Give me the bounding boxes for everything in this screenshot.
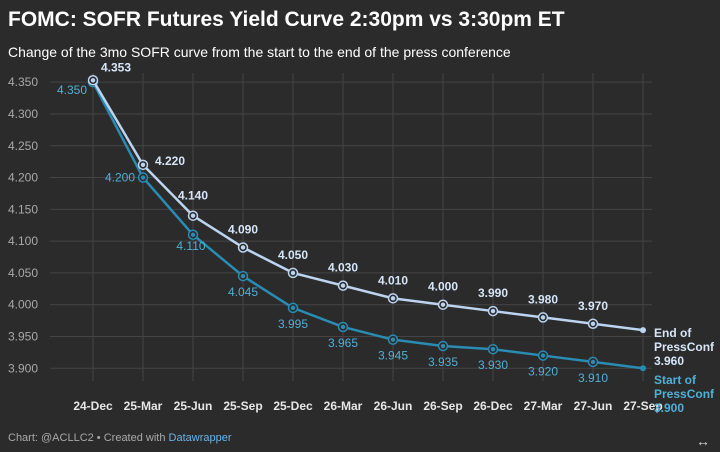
- start-series-data-label: 3.935: [428, 355, 458, 369]
- end-series-data-label: 4.140: [178, 189, 208, 203]
- x-tick-label: 27-Sep: [623, 399, 662, 413]
- x-tick-label: 24-Dec: [73, 399, 113, 413]
- y-tick-label: 4.050: [8, 266, 38, 280]
- start-series-data-label: 4.045: [228, 285, 258, 299]
- x-tick-label: 26-Dec: [473, 399, 513, 413]
- start-series-line: [91, 81, 644, 370]
- end-series-data-label: 4.353: [101, 60, 131, 74]
- start-series-data-label: 3.930: [478, 358, 508, 372]
- end-series-data-label: 4.090: [228, 222, 258, 236]
- footer-credit: Chart: @ACLLC2 • Created with Datawrappe…: [8, 432, 232, 444]
- end-series-data-label: 3.980: [528, 292, 558, 306]
- end-series-point-core: [540, 315, 546, 320]
- end-series-data-label: 4.050: [278, 248, 308, 262]
- start-series-point-core: [440, 343, 446, 349]
- start-series-point-core: [590, 359, 596, 365]
- end-series-data-label: 4.220: [155, 154, 185, 168]
- start-series-data-label: 3.910: [578, 371, 608, 385]
- start-series-data-label: 3.965: [328, 336, 358, 350]
- x-tick-label: 27-Jun: [574, 399, 613, 413]
- x-tick-label: 26-Mar: [324, 399, 363, 413]
- end-series-data-label: 4.030: [328, 261, 358, 275]
- start-series-data-label: 3.995: [278, 317, 308, 331]
- end-series-line: [91, 79, 644, 332]
- start-series-point-core: [190, 232, 196, 237]
- end-series-point-core: [390, 296, 396, 301]
- start-series-legend-label: 3.900: [654, 401, 684, 415]
- y-tick-label: 4.150: [8, 202, 38, 216]
- end-series-data-label: 3.990: [478, 286, 508, 300]
- start-series-point: [640, 365, 646, 372]
- start-series-legend-label: PressConf: [654, 387, 715, 401]
- x-tick-label: 25-Sep: [223, 399, 262, 413]
- y-tick-label: 4.100: [8, 234, 38, 248]
- end-series-point-core: [340, 283, 346, 288]
- start-series-point-core: [390, 337, 396, 342]
- x-tick-label: 26-Sep: [423, 399, 462, 413]
- start-series-data-label: 3.920: [528, 365, 558, 379]
- end-series-data-label: 3.970: [578, 299, 608, 313]
- end-series-point-core: [190, 213, 196, 218]
- end-series-point-core: [290, 270, 296, 276]
- start-series-point-core: [240, 273, 246, 279]
- end-series-point-core: [240, 245, 246, 250]
- y-tick-label: 4.200: [8, 171, 38, 185]
- end-series-legend-label: 3.960: [654, 354, 684, 368]
- start-series-point-core: [490, 347, 496, 352]
- end-series-point-core: [490, 308, 496, 314]
- start-series-legend-label: Start of: [654, 373, 697, 387]
- chart-title: FOMC: SOFR Futures Yield Curve 2:30pm vs…: [8, 8, 565, 31]
- chart-subtitle: Change of the 3mo SOFR curve from the st…: [8, 44, 511, 60]
- y-tick-label: 3.900: [8, 361, 38, 375]
- end-series-point-core: [140, 162, 146, 168]
- end-series-data-label: 4.000: [428, 280, 458, 294]
- y-tick-label: 3.950: [8, 329, 38, 343]
- x-tick-label: 25-Mar: [124, 399, 163, 413]
- end-series-legend-label: PressConf: [654, 340, 715, 354]
- end-series-point-core: [90, 78, 96, 83]
- start-series-data-label: 4.350: [57, 83, 87, 97]
- end-series-legend-label: End of: [654, 326, 692, 340]
- start-series-point-core: [340, 324, 346, 330]
- end-series-data-label: 4.010: [378, 273, 408, 287]
- credit-text: Chart: @ACLLC2 • Created with: [8, 432, 169, 444]
- start-series-data-label: 3.945: [378, 349, 408, 363]
- start-series-data-label: 4.200: [105, 171, 135, 185]
- start-series-point-core: [540, 353, 546, 358]
- expand-icon[interactable]: ↔: [696, 433, 710, 449]
- datawrapper-link[interactable]: Datawrapper: [168, 432, 232, 444]
- x-tick-label: 25-Dec: [273, 399, 313, 413]
- end-series-point-core: [440, 302, 446, 307]
- end-series-point: [640, 327, 646, 334]
- x-tick-label: 27-Mar: [524, 399, 563, 413]
- start-series-point-core: [290, 305, 296, 311]
- x-tick-label: 26-Jun: [374, 399, 413, 413]
- x-tick-label: 25-Jun: [174, 399, 213, 413]
- y-tick-label: 4.250: [8, 139, 38, 153]
- y-tick-label: 4.000: [8, 298, 38, 312]
- y-tick-label: 4.350: [8, 75, 38, 89]
- start-series-data-label: 4.110: [176, 239, 205, 253]
- end-series-point-core: [590, 321, 596, 326]
- y-tick-label: 4.300: [8, 107, 38, 121]
- start-series-point-core: [140, 175, 146, 180]
